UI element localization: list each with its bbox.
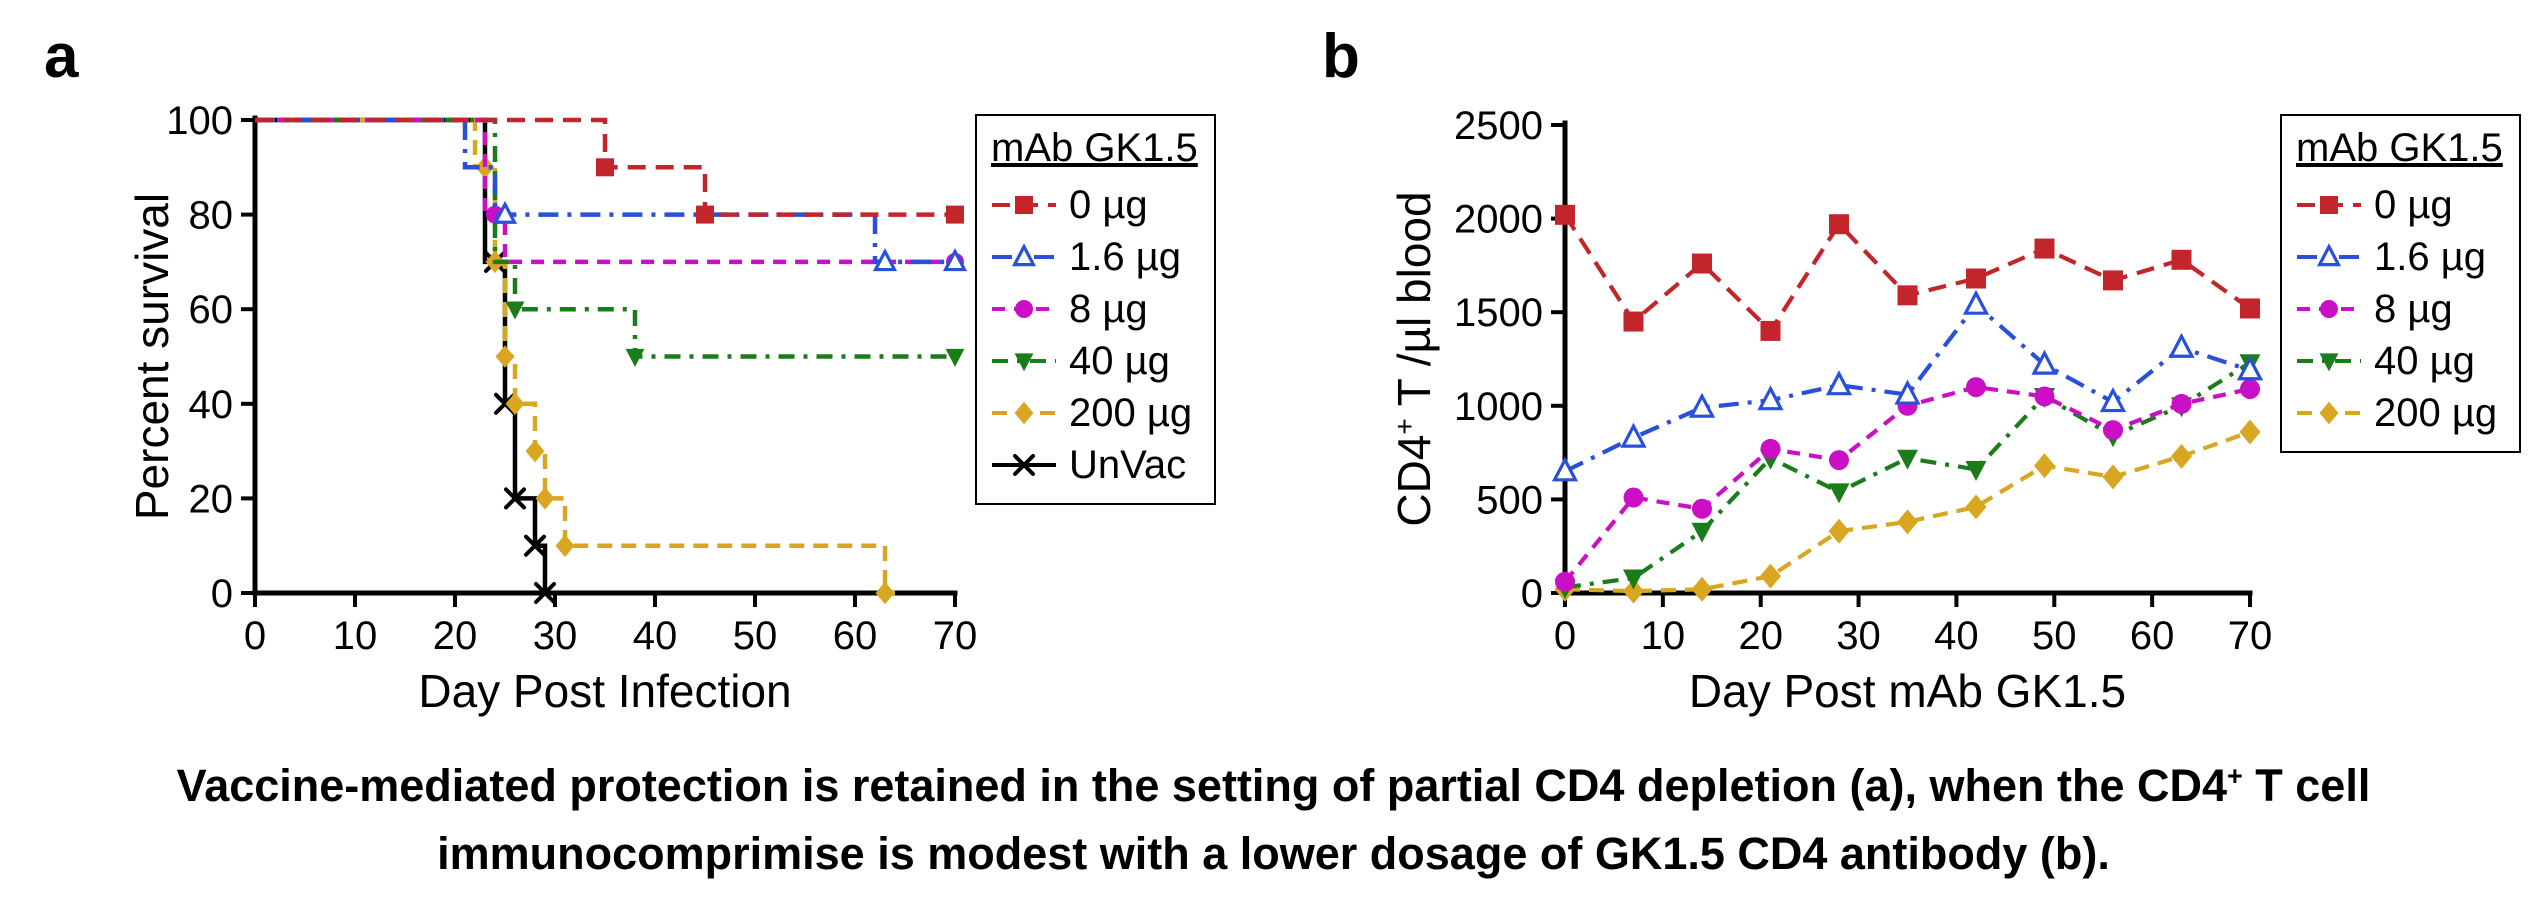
svg-text:Day Post Infection: Day Post Infection: [418, 665, 791, 717]
legend-entry: 0 µg: [2294, 179, 2503, 231]
legend-entry: 40 µg: [2294, 335, 2503, 387]
svg-text:10: 10: [1641, 614, 1686, 658]
legend-entry-label: 1.6 µg: [2374, 234, 2487, 279]
legend-entry-label: 0 µg: [2374, 182, 2453, 227]
svg-text:0: 0: [211, 572, 233, 616]
svg-text:1500: 1500: [1454, 291, 1543, 335]
circle-icon: [2297, 300, 2361, 318]
square-icon: [992, 196, 1056, 214]
svg-text:70: 70: [933, 614, 978, 658]
panel-a-label: a: [44, 22, 79, 91]
legend-entry: 40 µg: [989, 335, 1198, 387]
square-icon: [2297, 196, 2361, 214]
svg-text:0: 0: [244, 614, 266, 658]
legend-panel-b: mAb GK1.5 0 µg 1.6 µg 8 µg 40 µg 200 µg: [2280, 114, 2521, 453]
legend-entry-label: 200 µg: [1069, 390, 1193, 435]
legend-entry-label: 8 µg: [2374, 286, 2453, 331]
svg-text:20: 20: [189, 477, 234, 521]
svg-text:70: 70: [2228, 614, 2273, 658]
legend-panel-a: mAb GK1.5 0 µg 1.6 µg 8 µg 40 µg 200 µg UnVac: [975, 114, 1216, 505]
legend-title: mAb GK1.5: [2296, 126, 2503, 170]
svg-text:10: 10: [333, 614, 378, 658]
circle-icon: [992, 300, 1056, 318]
svg-text:30: 30: [533, 614, 578, 658]
legend-entry-label: UnVac: [1069, 442, 1187, 487]
svg-text:Day Post mAb GK1.5: Day Post mAb GK1.5: [1689, 665, 2126, 717]
svg-text:60: 60: [833, 614, 878, 658]
svg-text:40: 40: [1934, 614, 1979, 658]
legend-entry: 1.6 µg: [2294, 231, 2503, 283]
x-icon: [992, 454, 1056, 476]
svg-text:50: 50: [733, 614, 778, 658]
diamond-icon: [2297, 401, 2361, 425]
svg-text:Percent survival: Percent survival: [126, 193, 178, 520]
svg-text:30: 30: [1836, 614, 1881, 658]
triangle-up-open-icon: [992, 243, 1056, 267]
svg-text:40: 40: [633, 614, 678, 658]
svg-text:80: 80: [189, 194, 234, 238]
figure-caption-text: Vaccine-mediated protection is retained …: [176, 760, 2371, 879]
svg-text:CD4+ T /µl blood: CD4+ T /µl blood: [1388, 191, 1440, 526]
svg-text:50: 50: [2032, 614, 2077, 658]
diamond-icon: [992, 401, 1056, 425]
legend-entry: 200 µg: [989, 387, 1198, 439]
cd4-count-chart: 0 10 20 30 40 50 60 70 0 500 1000 1500 2000 2500 Day P…: [1388, 104, 2273, 717]
legend-entry-label: 40 µg: [2374, 338, 2475, 383]
legend-entry-label: 200 µg: [2374, 390, 2498, 435]
legend-entry-label: 1.6 µg: [1069, 234, 1182, 279]
legend-entry-label: 0 µg: [1069, 182, 1148, 227]
legend-entry: 200 µg: [2294, 387, 2503, 439]
svg-text:40: 40: [189, 383, 234, 427]
legend-entry: UnVac: [989, 439, 1198, 491]
triangle-down-icon: [992, 353, 1056, 372]
legend-title: mAb GK1.5: [991, 126, 1198, 170]
legend-entry: 0 µg: [989, 179, 1198, 231]
triangle-down-icon: [2297, 353, 2361, 372]
svg-text:100: 100: [166, 99, 233, 143]
legend-entry: 8 µg: [989, 283, 1198, 335]
svg-text:0: 0: [1554, 614, 1576, 658]
figure-caption: Vaccine-mediated protection is retained …: [0, 752, 2547, 887]
legend-entry: 1.6 µg: [989, 231, 1198, 283]
svg-text:500: 500: [1476, 478, 1543, 522]
legend-entry-label: 8 µg: [1069, 286, 1148, 331]
svg-text:2000: 2000: [1454, 198, 1543, 242]
svg-text:0: 0: [1521, 572, 1543, 616]
svg-text:2500: 2500: [1454, 104, 1543, 148]
svg-text:60: 60: [189, 288, 234, 332]
svg-text:20: 20: [433, 614, 478, 658]
svg-text:60: 60: [2130, 614, 2175, 658]
svg-text:1000: 1000: [1454, 385, 1543, 429]
panel-b-label: b: [1322, 22, 1360, 91]
svg-text:20: 20: [1738, 614, 1783, 658]
survival-chart: 0 10 20 30 40 50 60 70 0 20 40 60 80 100 Day Post Infe…: [126, 99, 978, 717]
legend-entry-label: 40 µg: [1069, 338, 1170, 383]
legend-entry: 8 µg: [2294, 283, 2503, 335]
triangle-up-open-icon: [2297, 243, 2361, 267]
